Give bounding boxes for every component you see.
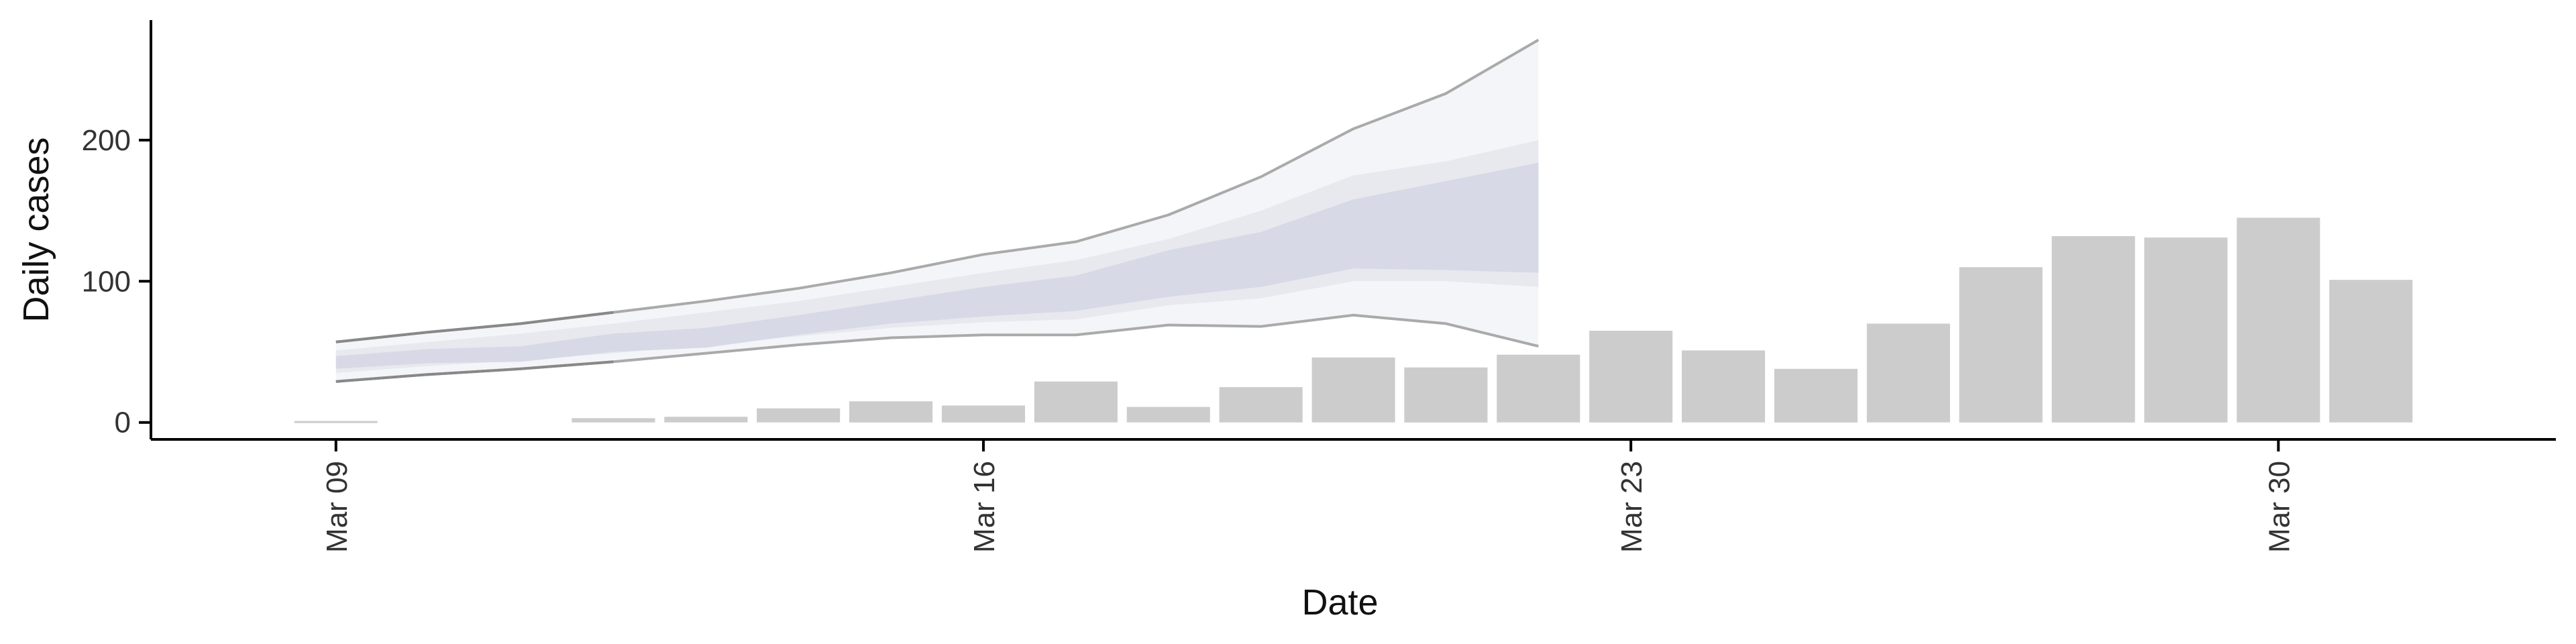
bar xyxy=(2144,237,2228,423)
bar xyxy=(941,405,1025,423)
bar xyxy=(2329,280,2413,423)
bar xyxy=(1219,387,1303,423)
outer-band-lower-line-dark xyxy=(335,360,614,383)
bar xyxy=(1589,331,1673,423)
y-tick-label: 0 xyxy=(115,407,131,439)
bar xyxy=(2051,236,2135,423)
bar xyxy=(1497,354,1580,423)
y-ticks: 0 100 200 xyxy=(82,124,151,439)
bars-series xyxy=(294,217,2413,423)
bar xyxy=(664,417,748,423)
y-tick-label: 200 xyxy=(82,124,131,157)
bar xyxy=(1866,323,1950,423)
x-tick-label: Mar 09 xyxy=(321,461,354,553)
x-tick-label: Mar 23 xyxy=(1615,461,1648,553)
bar xyxy=(1034,381,1118,423)
bar xyxy=(2237,217,2320,423)
bar xyxy=(1311,357,1395,423)
bar xyxy=(849,401,933,423)
y-axis-title: Daily cases xyxy=(16,137,56,322)
bar xyxy=(1126,407,1210,423)
x-tick-label: Mar 30 xyxy=(2263,461,2296,553)
bar xyxy=(1682,350,1766,423)
y-tick-label: 100 xyxy=(82,265,131,298)
bar xyxy=(1774,368,1858,423)
bar xyxy=(1959,267,2043,423)
bar xyxy=(572,418,655,423)
bar xyxy=(294,421,378,423)
estimate-bands xyxy=(335,38,1540,383)
x-tick-label: Mar 16 xyxy=(968,461,1001,553)
axes xyxy=(150,20,2556,441)
bar xyxy=(1404,367,1488,423)
bar xyxy=(757,408,841,423)
x-ticks: Mar 09 Mar 16 Mar 23 Mar 30 xyxy=(321,439,2296,553)
outer-band-upper-line-dark xyxy=(335,311,614,343)
x-axis-title: Date xyxy=(1301,582,1378,623)
inner-band-area xyxy=(335,162,1539,369)
